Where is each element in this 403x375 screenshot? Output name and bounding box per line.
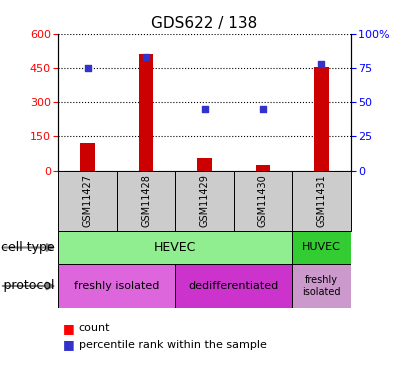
Point <box>260 106 266 112</box>
Bar <box>256 165 270 171</box>
Bar <box>58 231 292 264</box>
Text: ■: ■ <box>62 322 74 334</box>
Text: GSM11428: GSM11428 <box>141 174 151 227</box>
Bar <box>175 171 234 231</box>
Text: percentile rank within the sample: percentile rank within the sample <box>79 340 266 350</box>
Text: freshly isolated: freshly isolated <box>74 281 160 291</box>
Text: cell type: cell type <box>1 241 54 254</box>
Text: growth protocol: growth protocol <box>0 279 54 292</box>
Bar <box>139 54 154 171</box>
Point <box>318 61 325 67</box>
Bar <box>234 171 292 231</box>
Text: freshly
isolated: freshly isolated <box>302 275 341 297</box>
Bar <box>117 171 175 231</box>
Bar <box>197 158 212 171</box>
Point <box>143 54 149 60</box>
Text: ■: ■ <box>62 339 74 351</box>
Bar <box>314 67 329 171</box>
Text: HEVEC: HEVEC <box>154 241 197 254</box>
Text: GSM11430: GSM11430 <box>258 174 268 227</box>
Text: GSM11429: GSM11429 <box>199 174 210 227</box>
Point <box>202 106 208 112</box>
Text: dedifferentiated: dedifferentiated <box>189 281 279 291</box>
Text: GSM11431: GSM11431 <box>316 174 326 227</box>
Bar <box>292 264 351 308</box>
Bar <box>58 264 175 308</box>
Bar <box>175 264 292 308</box>
Text: GSM11427: GSM11427 <box>83 174 93 227</box>
Title: GDS622 / 138: GDS622 / 138 <box>152 16 258 31</box>
Bar <box>292 171 351 231</box>
Bar <box>58 171 117 231</box>
Text: count: count <box>79 323 110 333</box>
Bar <box>80 143 95 171</box>
Bar <box>292 231 351 264</box>
Text: HUVEC: HUVEC <box>302 243 341 252</box>
Point <box>85 65 91 71</box>
